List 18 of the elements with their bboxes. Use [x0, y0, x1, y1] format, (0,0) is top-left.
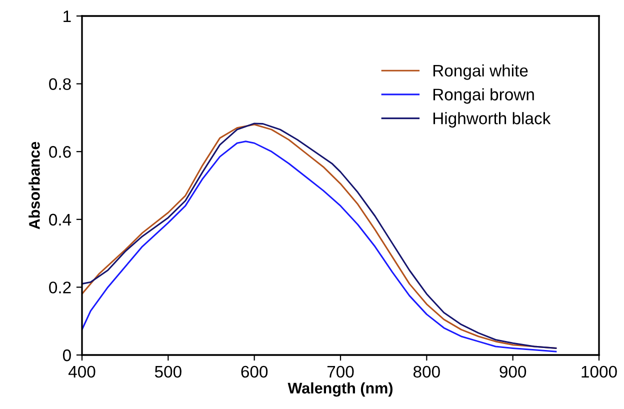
legend-label: Rongai brown	[433, 88, 534, 104]
y-tick-label: 0.4	[49, 214, 72, 226]
x-axis-title: Walength (nm)	[288, 382, 392, 397]
legend-label: Rongai white	[433, 64, 528, 80]
y-axis-title: Absorbance	[28, 142, 40, 230]
x-tick-label: 900	[500, 366, 526, 378]
x-tick-label: 1000	[582, 366, 617, 378]
legend-label: Highworth black	[433, 112, 551, 128]
x-tick-label: 400	[68, 366, 96, 378]
y-tick-label: 0.6	[49, 146, 71, 158]
x-tick-label: 500	[154, 366, 182, 378]
y-tick-label: 0.2	[49, 282, 71, 294]
y-tick-label: 1	[64, 10, 71, 22]
x-tick-label: 700	[327, 366, 354, 378]
x-tick-label: 600	[241, 366, 268, 378]
y-tick-label: 0.8	[49, 78, 71, 90]
x-tick-label: 800	[413, 366, 440, 378]
y-tick-label: 0	[62, 349, 71, 362]
